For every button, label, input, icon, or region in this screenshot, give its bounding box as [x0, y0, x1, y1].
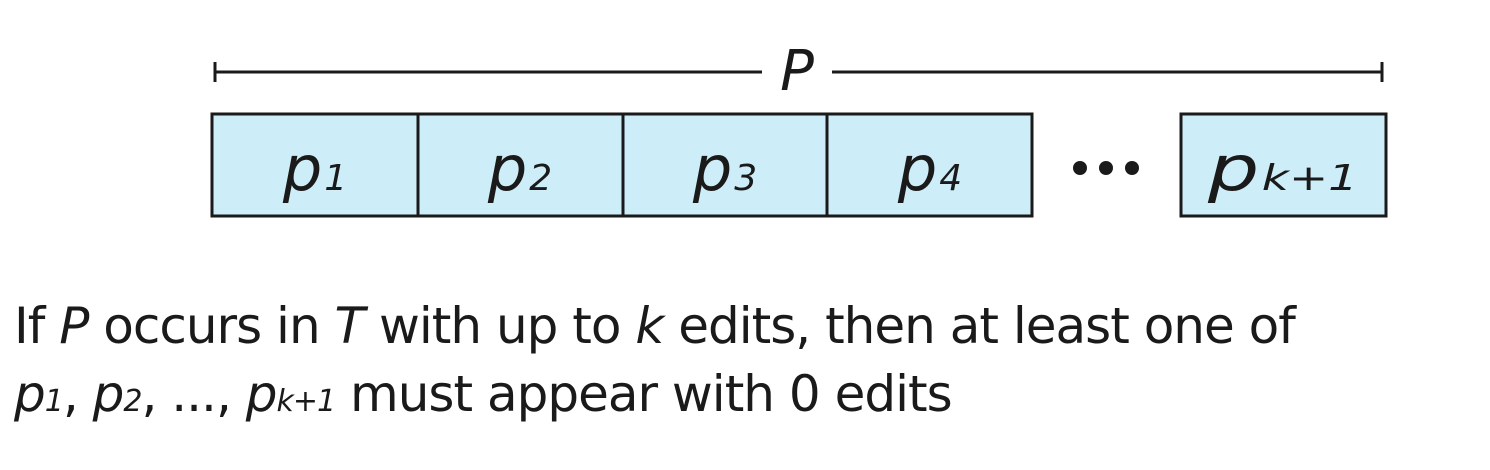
segment-4: p4 — [825, 112, 1034, 218]
caption: If P occurs in T with up to k edits, the… — [14, 292, 1484, 436]
segment-k-plus-1-label: p k+1 — [1207, 132, 1358, 205]
segment-1-box — [210, 112, 420, 218]
segment-2-label: p2 — [487, 132, 552, 205]
segment-2: p2 — [416, 112, 625, 218]
segment-3: p3 — [621, 112, 829, 218]
ellipsis-dot-2 — [1099, 161, 1113, 175]
segment-4-label: p4 — [897, 132, 962, 205]
caption-line-1: If P occurs in T with up to k edits, the… — [14, 297, 1296, 355]
segment-1: p1 — [210, 112, 420, 218]
var-k: k — [635, 297, 664, 355]
caption-pk1-sub: k+1 — [276, 384, 337, 419]
caption-p2-sub: 2 — [123, 384, 142, 419]
span-indicator: P — [213, 39, 1384, 104]
caption-p2: p — [92, 365, 125, 423]
segment-3-box — [621, 112, 829, 218]
ellipsis-dot-1 — [1073, 161, 1087, 175]
pattern-diagram: P p1 p2 p3 p4 ••• p k+1 — [210, 39, 1388, 218]
var-T: T — [334, 297, 366, 355]
ellipsis-dot-3 — [1125, 161, 1139, 175]
ellipsis-icon: ••• — [1073, 161, 1139, 175]
caption-p1-sub: 1 — [44, 384, 64, 419]
segment-1-label: p1 — [282, 132, 347, 205]
segment-k-plus-1-box — [1179, 112, 1388, 218]
caption-p1: p — [14, 365, 46, 423]
caption-pk1: p — [245, 365, 278, 423]
segment-k-plus-1: p k+1 — [1179, 112, 1388, 218]
var-P: P — [59, 297, 89, 355]
segment-3-label: p3 — [692, 132, 757, 205]
segment-4-box — [825, 112, 1034, 218]
caption-line-2: p1, p2, ..., pk+1 must appear with 0 edi… — [14, 365, 953, 423]
span-label: P — [780, 39, 814, 104]
